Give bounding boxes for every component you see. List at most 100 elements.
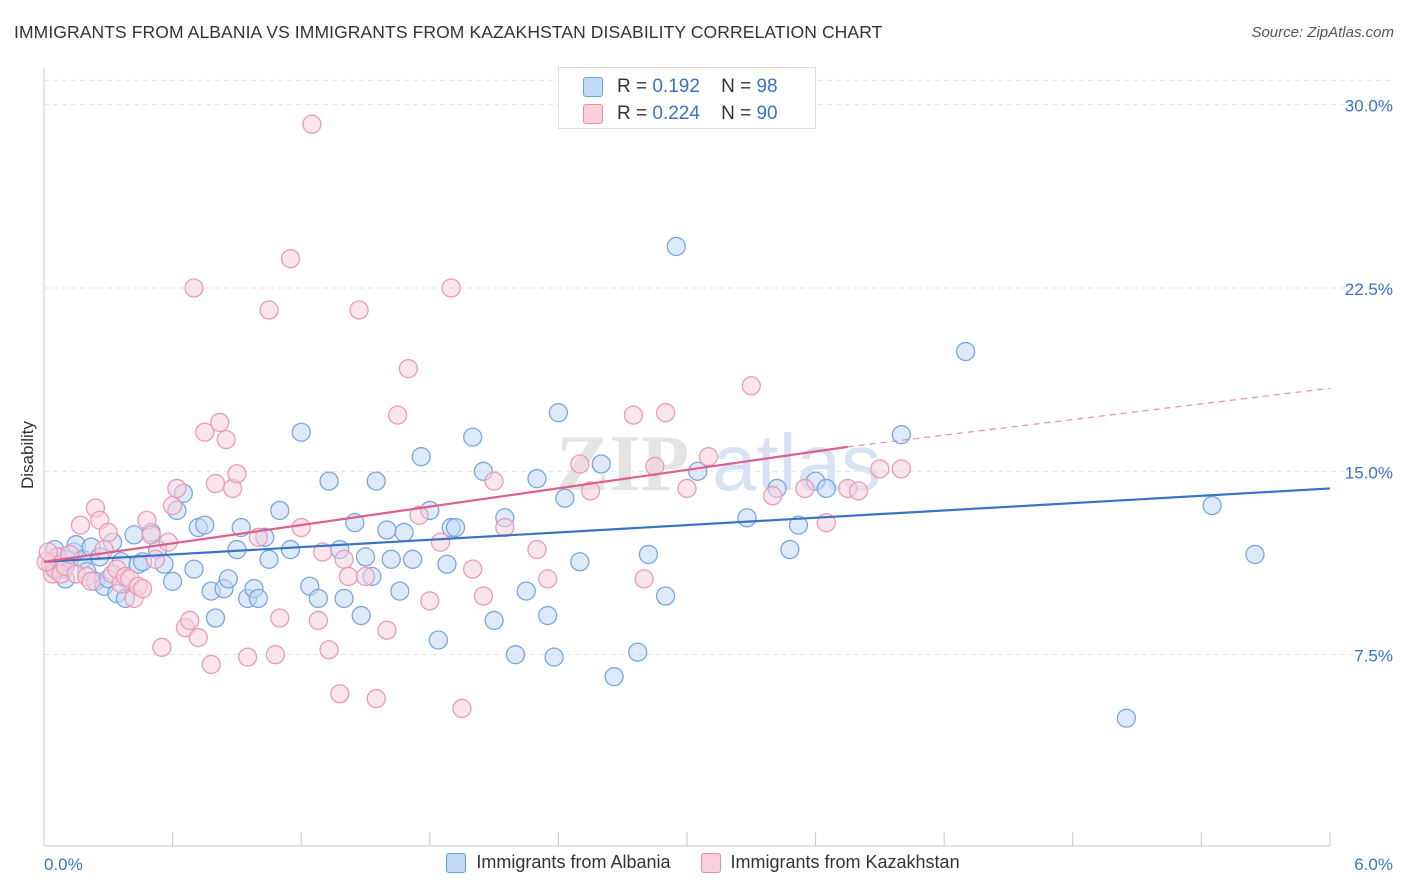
- kazakhstan-point: [387, 405, 408, 425]
- albania-point: [394, 522, 414, 543]
- kazakhstan-point: [349, 300, 369, 320]
- albania-point: [162, 571, 183, 591]
- kazakhstan-trend-line: [43, 445, 848, 563]
- kazakhstan-point: [70, 515, 91, 535]
- kazakhstan-point: [655, 403, 676, 423]
- kazakhstan-point: [495, 517, 515, 538]
- kazakhstan-point: [527, 539, 547, 560]
- albania-point: [218, 569, 238, 589]
- kazakhstan-point: [484, 471, 504, 491]
- legend-kazakhstan-label: Immigrants from Kazakhstan: [730, 852, 960, 872]
- albania-point: [548, 403, 569, 423]
- kazakhstan-point: [319, 640, 339, 660]
- legend-albania-label: Immigrants from Albania: [476, 852, 671, 872]
- chart-title: IMMIGRANTS FROM ALBANIA VS IMMIGRANTS FR…: [14, 22, 883, 42]
- albania-point: [319, 471, 339, 491]
- y-tick-label: 15.0%: [1345, 463, 1393, 482]
- albania-point: [1245, 544, 1265, 565]
- albania-point: [891, 425, 911, 445]
- kazakhstan-n-value: 90: [756, 103, 778, 124]
- kazakhstan-point: [141, 525, 161, 545]
- albania-point: [1202, 495, 1222, 516]
- albania-point: [437, 554, 457, 574]
- albania-point: [955, 341, 976, 362]
- kazakhstan-point: [205, 473, 226, 494]
- kazakhstan-point: [280, 249, 301, 269]
- kazakhstan-n-label: N =: [721, 103, 752, 124]
- kazakhstan-point: [741, 376, 761, 396]
- kazakhstan-point: [201, 654, 221, 675]
- legend-item-kazakhstan[interactable]: Immigrants from Kazakhstan: [700, 852, 960, 873]
- kazakhstan-point: [334, 549, 354, 569]
- kazakhstan-point: [94, 539, 114, 560]
- kazakhstan-point: [308, 610, 328, 631]
- kazakhstan-point: [338, 566, 359, 587]
- albania-point: [377, 520, 397, 540]
- legend-item-albania[interactable]: Immigrants from Albania: [446, 852, 671, 873]
- kazakhstan-point: [167, 478, 187, 499]
- kazakhstan-point: [409, 505, 429, 525]
- kazakhstan-point: [763, 486, 783, 506]
- bottom-legend: Immigrants from Albania Immigrants from …: [0, 852, 1406, 873]
- albania-point: [334, 588, 354, 609]
- kazakhstan-point: [302, 114, 322, 134]
- kazakhstan-point: [538, 569, 558, 589]
- albania-point: [355, 547, 376, 567]
- kazakhstan-point: [180, 610, 200, 631]
- kazakhstan-point: [98, 522, 118, 543]
- kazakhstan-point: [398, 359, 419, 379]
- albania-point: [666, 236, 686, 257]
- kazakhstan-point: [570, 454, 590, 474]
- kazakhstan-point: [430, 532, 451, 552]
- kazakhstan-point: [210, 412, 230, 433]
- kazakhstan-point: [420, 591, 440, 611]
- kazakhstan-point: [441, 278, 461, 298]
- kazakhstan-point: [312, 542, 333, 562]
- albania-point: [124, 525, 144, 545]
- stats-row-albania: R = 0.192 N = 98: [583, 76, 778, 98]
- kazakhstan-point: [473, 586, 494, 606]
- albania-point: [270, 500, 290, 521]
- x-tick-label-min: 0.0%: [44, 855, 83, 874]
- kazakhstan-point: [38, 542, 58, 562]
- y-tick-label: 30.0%: [1345, 97, 1393, 116]
- kazakhstan-point: [259, 300, 279, 320]
- kazakhstan-point: [227, 464, 247, 484]
- albania-point: [445, 517, 466, 538]
- legend-kazakhstan-swatch: [700, 852, 721, 873]
- albania-point: [544, 647, 564, 667]
- kazakhstan-point: [195, 422, 215, 442]
- albania-r-label: R =: [617, 76, 648, 97]
- kazakhstan-point: [580, 481, 601, 501]
- albania-point: [570, 552, 590, 572]
- albania-swatch: [583, 77, 603, 97]
- albania-point: [591, 454, 611, 474]
- kazakhstan-point: [184, 278, 204, 298]
- albania-point: [505, 645, 526, 665]
- albania-point: [516, 581, 536, 601]
- kazakhstan-point: [891, 459, 911, 479]
- kazakhstan-point: [162, 495, 183, 516]
- kazakhstan-point: [848, 481, 869, 501]
- albania-point: [538, 605, 558, 626]
- kazakhstan-point: [270, 608, 290, 628]
- albania-r-value: 0.192: [652, 76, 700, 97]
- kazakhstan-point: [152, 637, 172, 657]
- kazakhstan-point: [330, 684, 350, 704]
- y-tick-label: 7.5%: [1354, 647, 1393, 666]
- kazakhstan-point: [366, 689, 386, 709]
- albania-point: [816, 478, 836, 499]
- kazakhstan-point: [265, 645, 286, 665]
- albania-point: [638, 544, 659, 565]
- albania-point: [737, 508, 757, 528]
- kazakhstan-point: [145, 549, 166, 569]
- kazakhstan-point: [634, 569, 654, 589]
- albania-point: [195, 515, 215, 535]
- kazakhstan-trend-line-extension: [847, 387, 1331, 448]
- albania-point: [308, 588, 328, 609]
- albania-point: [381, 549, 401, 569]
- legend-albania-swatch: [446, 852, 467, 873]
- albania-point: [291, 422, 311, 442]
- albania-point: [366, 471, 386, 491]
